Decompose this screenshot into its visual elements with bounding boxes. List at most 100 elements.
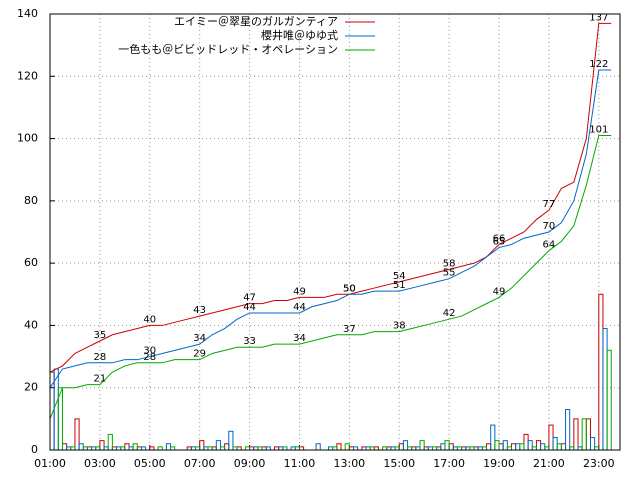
histogram-bar (552, 437, 558, 451)
data-label: 30 (143, 346, 156, 357)
histogram-bar (215, 440, 221, 451)
x-tick-label: 01:00 (34, 457, 66, 470)
histogram-bar (336, 443, 342, 451)
histogram-bar (398, 443, 404, 451)
legend-label: エイミー＠翠星のガルガンティア (174, 15, 338, 28)
histogram-bar (527, 440, 533, 451)
histogram-bar (448, 443, 454, 451)
x-tick-label: 09:00 (234, 457, 266, 470)
data-label: 49 (293, 286, 306, 297)
y-tick-label: 0 (31, 443, 38, 456)
x-tick-label: 21:00 (533, 457, 565, 470)
histogram-bar (548, 424, 554, 451)
histogram-bar (419, 440, 425, 451)
histogram-bar (402, 440, 409, 451)
histogram-bar (199, 440, 205, 451)
data-label: 50 (343, 283, 356, 294)
histogram-bar (494, 440, 500, 451)
y-tick-label: 140 (17, 7, 38, 20)
histogram-bar (565, 409, 571, 451)
histogram-bar (165, 443, 172, 451)
data-label: 77 (543, 199, 556, 210)
histogram-bar (602, 328, 608, 451)
histogram-bar (573, 418, 579, 451)
histogram-bar (510, 443, 517, 451)
data-label: 42 (443, 308, 456, 319)
data-label: 137 (589, 12, 608, 23)
histogram-bar (589, 437, 596, 451)
data-label: 34 (193, 333, 206, 344)
series-line (49, 134, 612, 420)
data-label: 58 (443, 258, 456, 269)
data-label: 43 (193, 305, 206, 316)
histogram-bar (502, 440, 508, 451)
histogram-bar (535, 440, 542, 451)
data-label: 64 (543, 240, 556, 251)
y-tick-label: 120 (17, 69, 38, 82)
histogram-bar (486, 443, 492, 451)
data-label: 28 (143, 352, 156, 363)
data-label: 54 (393, 271, 406, 282)
histogram-bar (99, 440, 105, 451)
histogram-bar (540, 443, 546, 451)
histogram-bar (344, 443, 350, 451)
histogram-bar (228, 430, 234, 451)
data-label: 51 (393, 280, 406, 291)
histogram-bar (224, 443, 230, 451)
histogram-bar (132, 443, 138, 451)
data-label: 33 (243, 336, 256, 347)
data-label: 29 (193, 349, 206, 360)
data-label: 44 (243, 302, 256, 313)
histogram-bar (560, 443, 567, 451)
y-tick-label: 60 (24, 256, 38, 269)
series-line (49, 22, 612, 373)
histogram-bar (519, 443, 525, 451)
histogram-bar (444, 440, 450, 451)
histogram-bar (440, 443, 446, 451)
histogram-bar (606, 349, 612, 451)
histogram-bar (498, 443, 504, 451)
data-label: 65 (493, 237, 506, 248)
x-tick-label: 23:00 (583, 457, 615, 470)
x-tick-label: 19:00 (483, 457, 515, 470)
x-tick-label: 13:00 (333, 457, 365, 470)
data-label: 35 (94, 330, 107, 341)
x-tick-label: 07:00 (184, 457, 216, 470)
data-label: 40 (143, 314, 156, 325)
histogram-bar (124, 443, 130, 451)
x-tick-label: 15:00 (383, 457, 415, 470)
series-line (49, 69, 612, 388)
histogram-bar (556, 443, 562, 451)
x-tick-label: 17:00 (433, 457, 465, 470)
y-tick-label: 20 (24, 381, 38, 394)
data-label: 37 (343, 324, 356, 335)
data-label: 55 (443, 268, 456, 279)
data-label: 101 (589, 124, 608, 135)
legend-label: 一色もも＠ビビッドレッド・オペレーション (118, 42, 338, 56)
data-label: 70 (543, 221, 556, 232)
data-label: 66 (493, 233, 506, 244)
legend-label: 櫻井唯＠ゆゆ式 (261, 28, 338, 42)
data-label: 21 (94, 374, 107, 385)
histogram-bar (107, 433, 113, 451)
data-label: 50 (343, 283, 356, 294)
histogram-bar (585, 418, 591, 451)
plot-frame (49, 13, 621, 451)
histogram-bar (490, 424, 496, 451)
histogram-bar (598, 293, 604, 451)
data-label: 34 (293, 333, 306, 344)
histogram-bar (523, 433, 529, 451)
data-label: 28 (94, 352, 107, 363)
data-label: 49 (493, 286, 506, 297)
y-tick-label: 80 (24, 194, 38, 207)
data-label: 44 (293, 302, 306, 313)
histogram-bar (61, 443, 68, 451)
x-tick-label: 03:00 (84, 457, 116, 470)
data-label: 122 (589, 59, 608, 70)
y-tick-label: 40 (24, 318, 38, 331)
x-tick-label: 11:00 (284, 457, 316, 470)
data-label: 38 (393, 321, 406, 332)
histogram-bar (315, 443, 321, 451)
y-tick-label: 100 (17, 132, 38, 145)
